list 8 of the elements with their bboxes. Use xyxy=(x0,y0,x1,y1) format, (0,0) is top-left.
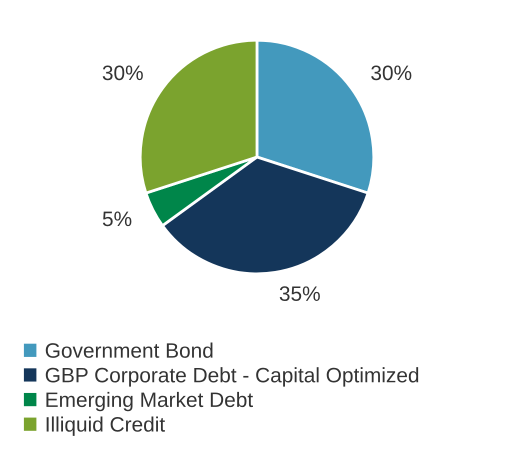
data-label: 30% xyxy=(102,65,143,80)
data-label: 5% xyxy=(102,212,132,226)
data-label: 35% xyxy=(280,286,320,302)
legend-label: GBP Corporate Debt - Capital Optimized xyxy=(46,367,418,387)
legend-label: Emerging Market Debt xyxy=(46,392,253,412)
legend-label: Illiquid Credit xyxy=(46,416,166,436)
legend-label: Government Bond xyxy=(46,342,212,358)
data-label: 30% xyxy=(371,65,412,80)
